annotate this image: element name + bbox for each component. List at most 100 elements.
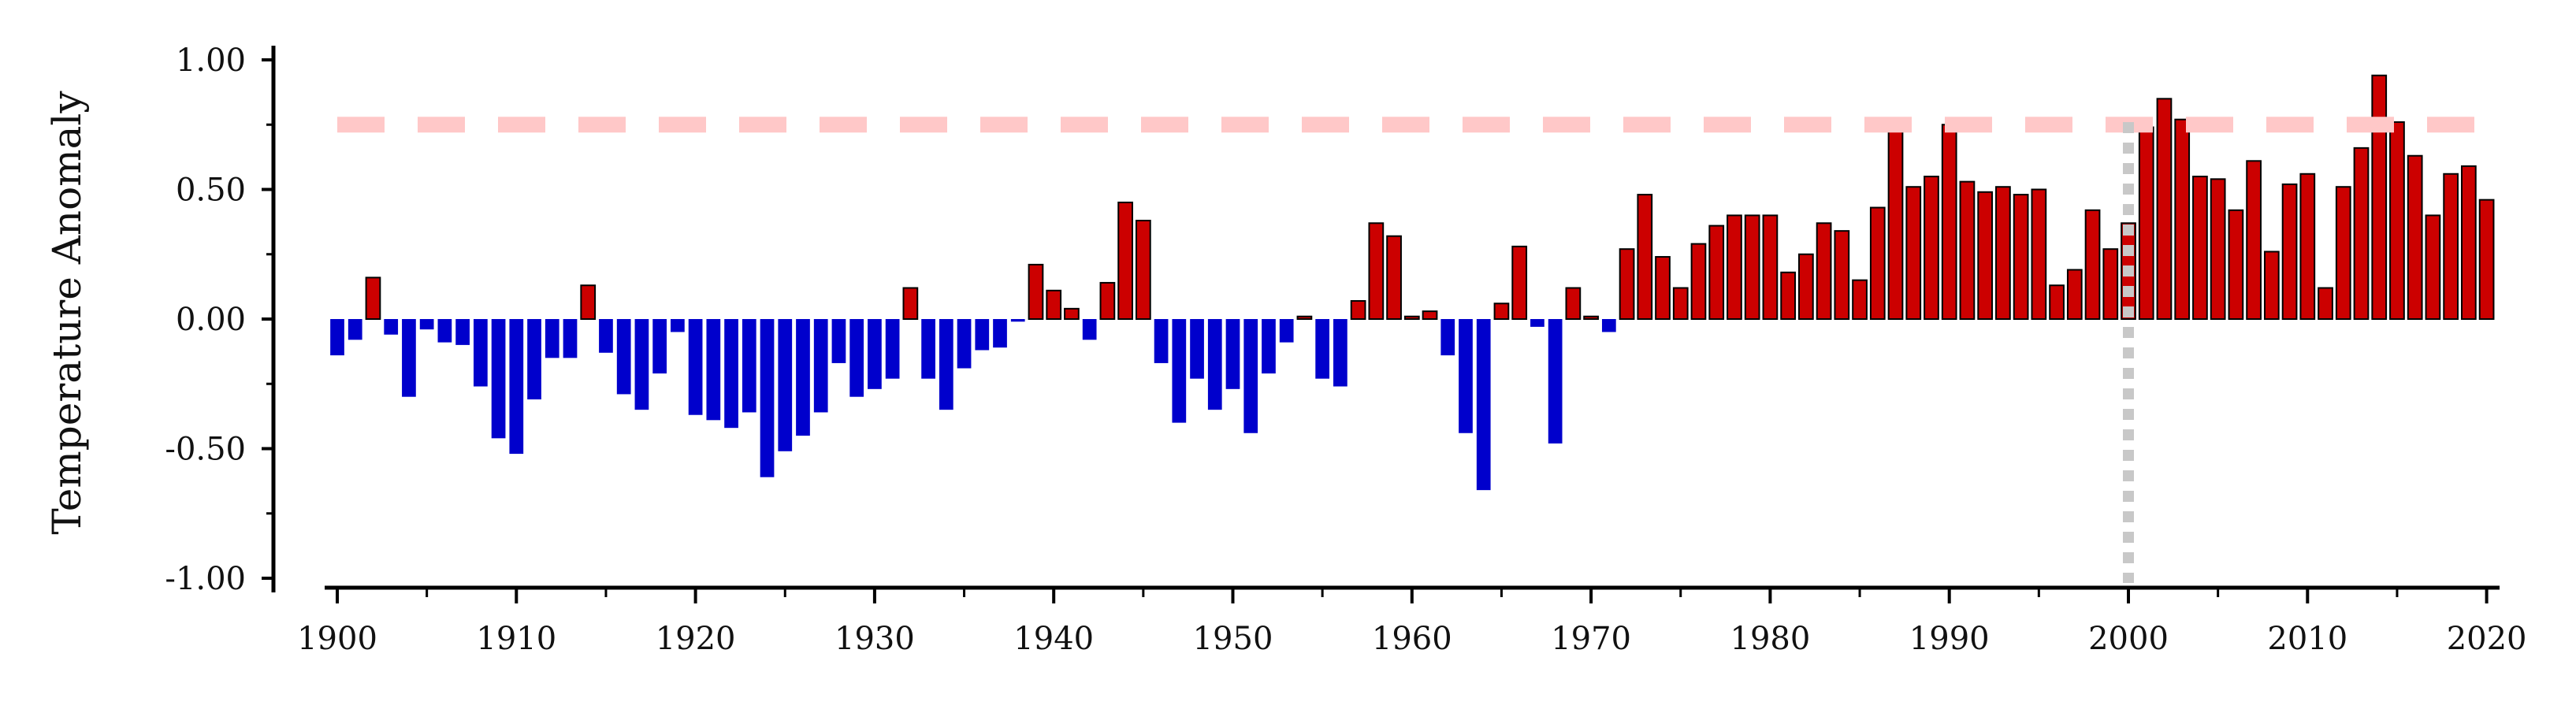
bar — [993, 319, 1007, 348]
bar — [1690, 243, 1707, 320]
bar — [724, 319, 738, 429]
bar — [1459, 319, 1473, 433]
x-tick-label: 2000 — [2088, 621, 2169, 657]
bar — [1565, 287, 1582, 320]
bar — [2210, 178, 2226, 320]
bar — [1333, 319, 1347, 387]
bar — [402, 319, 416, 397]
bar — [902, 287, 919, 320]
bar — [330, 319, 344, 356]
bar — [634, 319, 649, 410]
bar — [1834, 230, 1850, 321]
bar — [2318, 287, 2333, 320]
bar — [796, 319, 810, 436]
bar — [688, 319, 703, 415]
bar — [563, 319, 578, 358]
bar — [1672, 287, 1689, 320]
bar — [1869, 206, 1886, 320]
x-tick-label: 1910 — [476, 621, 556, 657]
bar — [384, 319, 399, 335]
bar — [1403, 315, 1420, 320]
bar — [2263, 251, 2280, 320]
bar — [2102, 248, 2119, 321]
bar — [2389, 121, 2405, 320]
bar — [1010, 319, 1025, 322]
bar — [599, 319, 613, 353]
bar — [2371, 74, 2388, 321]
bar — [1780, 271, 1797, 320]
bar — [2246, 160, 2262, 320]
bar — [868, 319, 882, 389]
bar — [2192, 176, 2208, 320]
bar — [419, 319, 434, 330]
bar — [616, 319, 631, 395]
bar — [1530, 319, 1544, 327]
bar — [1296, 315, 1313, 320]
x-tick-label: 1980 — [1730, 621, 1811, 657]
bar — [742, 319, 756, 413]
bar — [1637, 194, 1653, 320]
y-tick-label: -1.00 — [165, 561, 246, 597]
bar — [1422, 310, 1438, 321]
bar — [1762, 214, 1779, 320]
bar — [1154, 319, 1169, 363]
bar — [1924, 176, 1939, 320]
bar — [1548, 319, 1563, 444]
bar — [885, 319, 900, 379]
bar — [831, 319, 846, 363]
x-tick-label: 1970 — [1551, 621, 1631, 657]
bar — [1708, 225, 1725, 320]
x-tick-label: 1990 — [1909, 621, 1990, 657]
bar — [760, 319, 775, 477]
bar — [671, 319, 685, 332]
bar — [1995, 186, 2011, 320]
bar — [2353, 147, 2370, 320]
x-ticks-group: 1900 1910 1920 1930 1940 1950 1960 1970 1980 1990… — [297, 588, 2526, 657]
y-tick-label: 0.00 — [176, 302, 246, 338]
bar — [1440, 319, 1455, 356]
x-tick-label: 1960 — [1372, 621, 1452, 657]
bar — [1977, 191, 1994, 320]
bar — [1117, 201, 1133, 321]
bar — [1476, 319, 1491, 491]
bar — [1798, 253, 1814, 320]
bar — [1852, 279, 1868, 320]
bar — [1619, 248, 1635, 321]
bar — [778, 319, 793, 451]
bar — [975, 319, 990, 351]
bar — [1744, 214, 1760, 320]
bar — [1243, 319, 1258, 433]
y-tick-label: 0.50 — [176, 173, 246, 209]
bar — [580, 284, 597, 321]
bar — [939, 319, 953, 410]
bar — [1816, 222, 1832, 320]
bar — [1583, 315, 1599, 320]
bar — [1028, 263, 1044, 320]
bar — [1350, 299, 1366, 321]
bar — [1135, 219, 1151, 321]
bar — [455, 319, 470, 345]
bar — [491, 319, 506, 439]
bar — [1207, 319, 1222, 410]
bar — [957, 319, 972, 369]
bar — [1368, 222, 1385, 320]
bar — [2335, 186, 2351, 320]
bar — [2461, 165, 2477, 320]
bar — [2013, 194, 2029, 320]
x-tick-label: 1920 — [656, 621, 736, 657]
bar — [1190, 319, 1204, 379]
x-tick-label: 2020 — [2447, 621, 2527, 657]
y-axis-label: Temperature Anomaly — [44, 91, 90, 535]
bar — [2084, 209, 2101, 320]
bar — [2066, 269, 2083, 320]
bar — [813, 319, 828, 413]
bar — [365, 277, 381, 320]
bar — [1511, 245, 1528, 321]
bar — [921, 319, 935, 379]
bar — [1172, 319, 1187, 423]
y-ticks-group: 1.00 0.50 0.00 -0.50 -1.00 — [165, 43, 273, 597]
bar — [2425, 214, 2441, 320]
bar — [2049, 284, 2065, 321]
bar — [437, 319, 452, 343]
bar — [1905, 186, 1922, 320]
